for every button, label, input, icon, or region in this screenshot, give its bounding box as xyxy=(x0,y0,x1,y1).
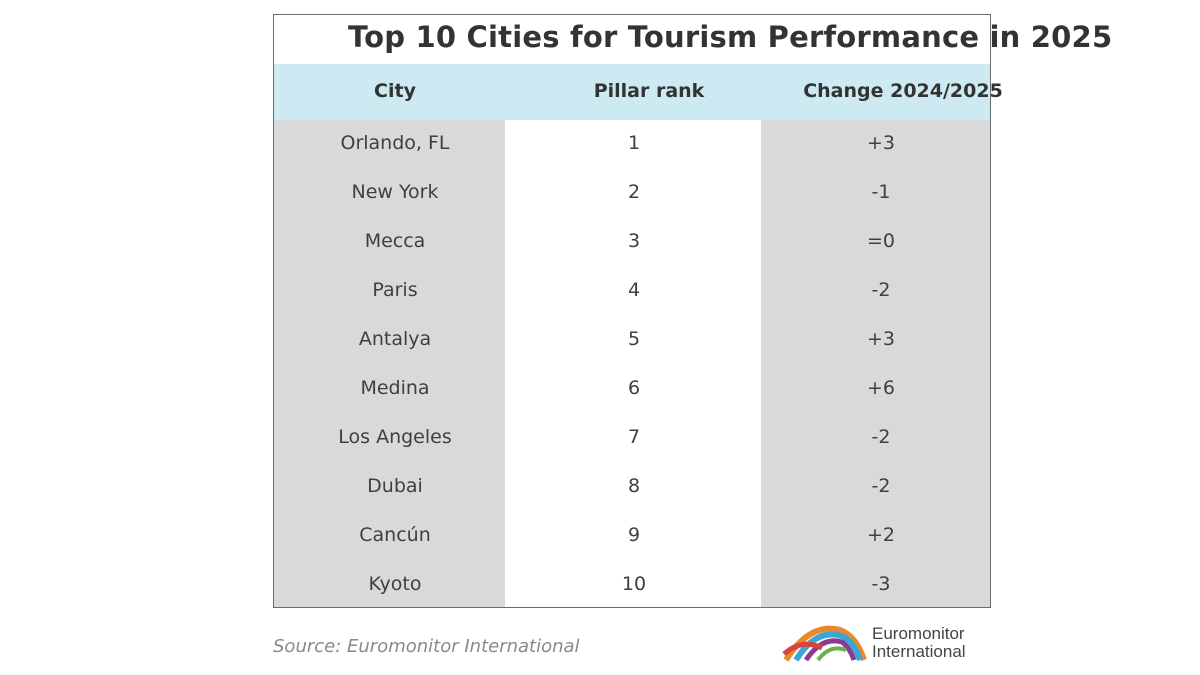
pillar-rank-cell: 4 xyxy=(627,279,641,301)
city-cell: Kyoto xyxy=(368,573,422,595)
chart-title: Top 10 Cities for Tourism Performance in… xyxy=(348,20,1113,54)
logo-line-2: International xyxy=(872,642,966,661)
city-column-background xyxy=(274,120,505,607)
pillar-rank-cell: 2 xyxy=(627,181,641,203)
city-cell: Medina xyxy=(360,377,430,399)
column-header-pillar-rank: Pillar rank xyxy=(593,80,705,102)
table-header-band xyxy=(274,64,990,120)
city-cell: Dubai xyxy=(367,475,423,497)
change-cell: -2 xyxy=(871,279,891,301)
pillar-rank-cell: 8 xyxy=(627,475,641,497)
pillar-rank-cell: 3 xyxy=(627,230,641,252)
city-cell: Paris xyxy=(372,279,418,301)
euromonitor-logo-text: Euromonitor International xyxy=(872,625,966,661)
city-cell: Antalya xyxy=(358,328,432,350)
change-cell: -2 xyxy=(871,475,891,497)
pillar-rank-cell: 9 xyxy=(627,524,641,546)
change-cell: -2 xyxy=(871,426,891,448)
logo-line-1: Euromonitor xyxy=(872,624,965,643)
table-frame xyxy=(273,14,991,608)
change-cell: =0 xyxy=(866,230,896,252)
pillar-rank-cell: 7 xyxy=(627,426,641,448)
change-cell: +2 xyxy=(866,524,896,546)
city-cell: Orlando, FL xyxy=(340,132,450,154)
source-note: Source: Euromonitor International xyxy=(273,636,580,657)
column-header-change: Change 2024/2025 xyxy=(803,80,1003,102)
pillar-rank-cell: 6 xyxy=(627,377,641,399)
city-cell: Los Angeles xyxy=(338,426,452,448)
change-cell: +6 xyxy=(866,377,896,399)
pillar-rank-cell: 1 xyxy=(627,132,641,154)
change-cell: +3 xyxy=(866,328,896,350)
city-cell: New York xyxy=(351,181,439,203)
rank-column-background xyxy=(505,120,761,607)
change-column-background xyxy=(761,120,990,607)
pillar-rank-cell: 5 xyxy=(627,328,641,350)
city-cell: Cancún xyxy=(359,524,431,546)
change-cell: +3 xyxy=(866,132,896,154)
euromonitor-logo-icon xyxy=(782,625,867,662)
city-cell: Mecca xyxy=(364,230,426,252)
change-cell: -1 xyxy=(871,181,891,203)
change-cell: -3 xyxy=(871,573,891,595)
pillar-rank-cell: 10 xyxy=(621,573,647,595)
column-header-city: City xyxy=(374,80,416,102)
